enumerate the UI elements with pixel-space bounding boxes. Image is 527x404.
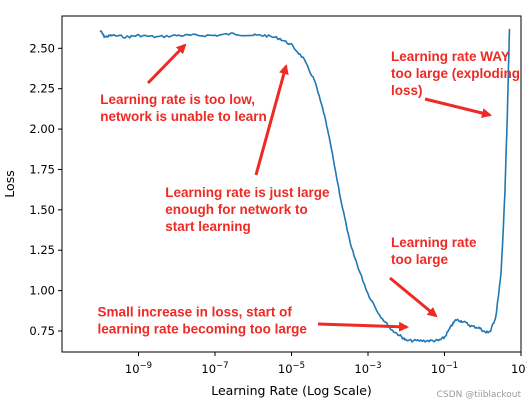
y-tick-label: 1.50: [29, 203, 55, 217]
annotation-text: loss): [391, 83, 423, 98]
x-tick-label: 10−1: [431, 361, 458, 376]
annotation-text: Learning rate: [391, 235, 477, 250]
annotation-text: Learning rate is too low,: [100, 92, 255, 107]
axis-ticks: 0.75 1.00 1.25 1.50 1.75 2.00 2.25 2.50 10−9 10−7…: [29, 41, 527, 376]
annotation-arrow: [317, 321, 409, 332]
annotation-arrow: [146, 43, 187, 85]
y-tick-label: 2.50: [29, 41, 55, 55]
annotation-text: too large (exploding: [391, 66, 520, 81]
annotation-text: too large: [391, 252, 448, 267]
x-tick-label: 10−3: [354, 361, 381, 376]
annotation-arrows: [146, 43, 492, 332]
y-tick-label: 0.75: [29, 324, 55, 338]
plot-frame: [61, 15, 522, 353]
annotation-arrow: [254, 64, 289, 176]
annotation-text: Small increase in loss, start of: [98, 304, 293, 319]
y-tick-label: 2.25: [29, 82, 55, 96]
x-tick-label: 101: [511, 361, 527, 376]
y-tick-label: 1.00: [29, 284, 55, 298]
y-tick-label: 1.75: [29, 162, 55, 176]
series-layer: [99, 28, 511, 343]
y-tick-label: 1.25: [29, 243, 55, 257]
loss-series-line: [99, 28, 511, 343]
annotation-arrow: [389, 276, 438, 318]
annotation-text: Learning rate WAY: [391, 49, 510, 64]
x-axis-label: Learning Rate (Log Scale): [211, 383, 372, 398]
x-tick-label: 10−7: [201, 361, 228, 376]
annotation-layer: Learning rate is too low, network is unab…: [98, 49, 520, 336]
x-tick-label: 10−9: [125, 361, 152, 376]
annotation-text: enough for network to: [165, 202, 308, 217]
y-tick-label: 2.00: [29, 122, 55, 136]
annotation-arrow: [424, 97, 492, 118]
watermark: CSDN @tiiblackout: [436, 390, 521, 400]
annotation-text: network is unable to learn: [100, 109, 267, 124]
x-tick-label: 10−5: [278, 361, 305, 376]
annotation-text: Learning rate is just large: [165, 185, 330, 200]
y-axis-label: Loss: [2, 170, 17, 197]
annotation-text: learning rate becoming too large: [98, 321, 308, 336]
annotation-text: start learning: [165, 219, 251, 234]
